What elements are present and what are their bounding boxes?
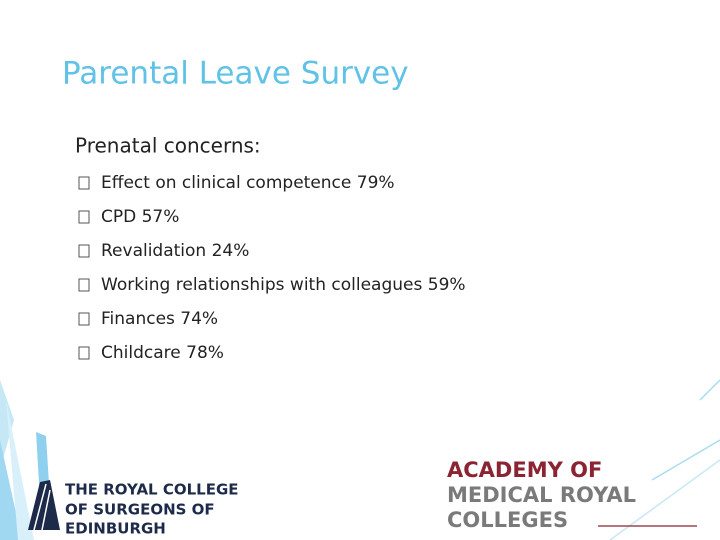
bullet-box bbox=[78, 346, 90, 360]
emblem-stripe bbox=[41, 489, 51, 531]
emblem-stripe bbox=[33, 483, 47, 531]
rcsed-line: EDINBURGH bbox=[65, 520, 166, 538]
decor-right-3 bbox=[609, 459, 720, 540]
bullet-box bbox=[78, 210, 90, 224]
academy-line: COLLEGES bbox=[447, 508, 568, 532]
bullet-item: Working relationships with colleagues 59… bbox=[101, 275, 466, 295]
bullet-item: Effect on clinical competence 79% bbox=[101, 173, 395, 193]
rcsed-line: THE ROYAL COLLEGE bbox=[65, 481, 239, 499]
decor-left-1 bbox=[0, 380, 14, 470]
emblem-base bbox=[28, 480, 60, 530]
title: Parental Leave Survey bbox=[62, 56, 409, 92]
bullet-item: Finances 74% bbox=[101, 309, 218, 329]
academy-line: ACADEMY OF bbox=[447, 458, 602, 482]
rcsed-line: OF SURGEONS OF bbox=[65, 501, 215, 519]
decor-right-1 bbox=[651, 439, 720, 481]
bullet-item: CPD 57% bbox=[101, 207, 179, 227]
academy-line: MEDICAL ROYAL bbox=[447, 483, 636, 507]
bullet-item: Childcare 78% bbox=[101, 343, 224, 363]
decor-left-3 bbox=[6, 400, 34, 540]
academy-logo: ACADEMY OF MEDICAL ROYAL COLLEGES bbox=[447, 458, 697, 532]
heading: Prenatal concerns: bbox=[75, 134, 261, 158]
bullet-list: Effect on clinical competence 79% CPD 57%… bbox=[78, 173, 466, 363]
rcsed-logo: THE ROYAL COLLEGE OF SURGEONS OF EDINBUR… bbox=[28, 432, 239, 538]
bullet-item: Revalidation 24% bbox=[101, 241, 249, 261]
bullet-box bbox=[78, 312, 90, 326]
bullet-box bbox=[78, 244, 90, 258]
bullet-box bbox=[78, 176, 90, 190]
decor-right-2 bbox=[699, 379, 720, 401]
bullet-box bbox=[78, 278, 90, 292]
